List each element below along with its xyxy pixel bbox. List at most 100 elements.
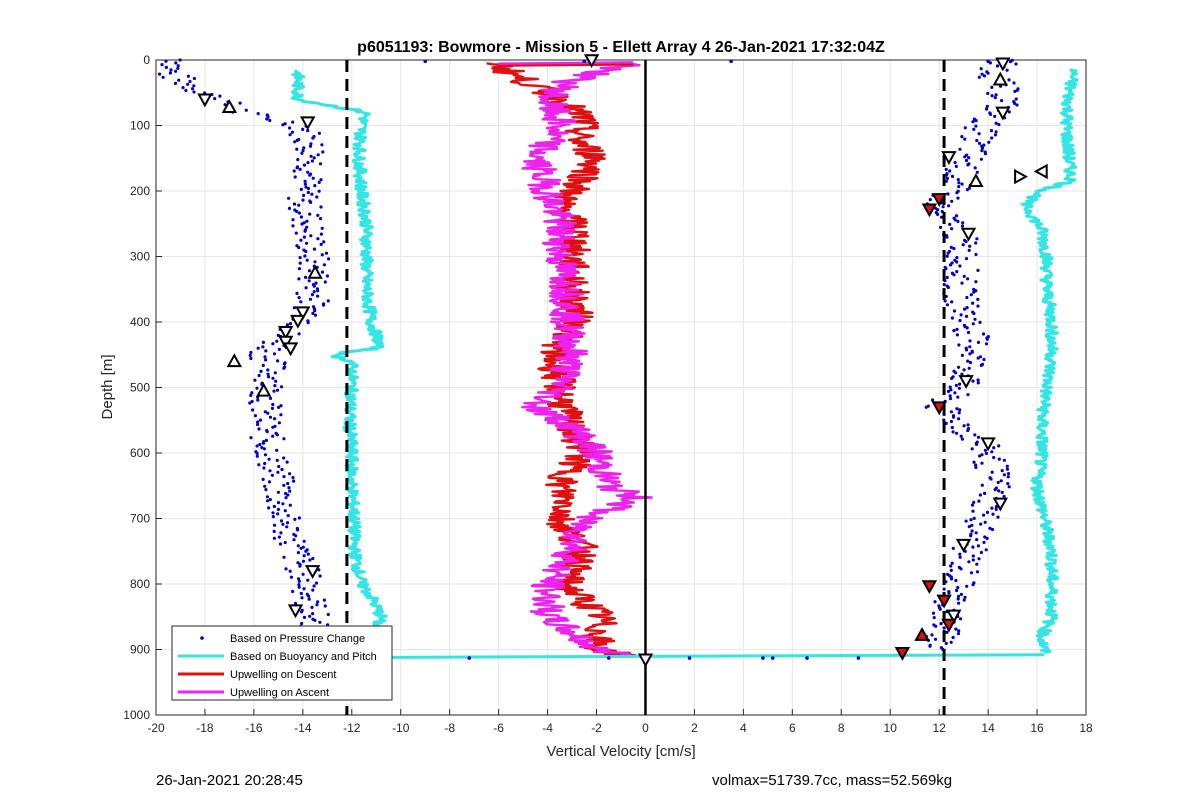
data-point [301, 127, 305, 131]
data-point [305, 225, 309, 229]
data-point [311, 556, 315, 561]
turn-marker-36 [637, 653, 654, 668]
data-point [265, 117, 269, 121]
data-point [261, 477, 265, 481]
data-point [296, 528, 300, 532]
data-point [993, 488, 997, 492]
data-point [942, 418, 946, 422]
turn-marker-18 [278, 335, 294, 350]
data-point [302, 235, 306, 239]
data-point [956, 219, 960, 223]
data-point [158, 72, 162, 76]
data-point [257, 373, 261, 378]
data-point [969, 571, 974, 575]
y-tick-label: 700 [130, 512, 150, 526]
data-point [279, 404, 283, 408]
data-point [985, 104, 989, 108]
data-point [957, 365, 961, 369]
data-point [282, 437, 286, 441]
data-point [251, 408, 255, 412]
data-point [291, 476, 295, 480]
data-point [311, 612, 315, 616]
data-point [983, 491, 987, 495]
data-point [966, 423, 970, 427]
data-point [954, 383, 959, 387]
data-point [960, 372, 964, 376]
data-point [984, 107, 989, 111]
data-point [280, 385, 284, 389]
data-point [951, 430, 955, 434]
data-point [303, 182, 307, 186]
data-point [277, 464, 281, 469]
chart-title: p6051193: Bowmore - Mission 5 - Ellett A… [357, 39, 885, 56]
data-point [294, 534, 298, 538]
data-point [292, 306, 296, 310]
data-point [281, 522, 285, 526]
data-point [302, 193, 306, 197]
data-point [288, 503, 292, 507]
data-point [310, 192, 314, 196]
data-point [313, 313, 318, 317]
data-point [990, 470, 994, 474]
data-point [250, 391, 254, 395]
data-point [309, 234, 313, 238]
x-tick-label: 2 [691, 721, 698, 735]
data-point [964, 348, 969, 352]
data-point [277, 421, 281, 425]
data-point [273, 371, 277, 375]
x-tick-label: -8 [444, 721, 455, 735]
data-point [990, 506, 994, 510]
data-point [301, 198, 305, 202]
data-point [323, 280, 327, 284]
data-point [948, 263, 953, 267]
data-point [986, 59, 990, 64]
data-point [963, 126, 967, 130]
data-point [264, 488, 268, 492]
data-point [951, 415, 956, 419]
x-tick-label: -10 [392, 721, 410, 735]
turn-marker-5 [995, 106, 1011, 121]
data-point [281, 123, 285, 127]
data-point [268, 498, 272, 502]
data-point [271, 515, 275, 519]
data-point [958, 552, 962, 556]
data-point [268, 396, 273, 400]
data-point [992, 446, 996, 450]
data-point [949, 640, 953, 644]
data-point [173, 81, 178, 85]
data-point [942, 587, 946, 591]
data-point [979, 522, 983, 526]
data-point [968, 339, 972, 343]
x-tick-label: 16 [1030, 721, 1044, 735]
x-axis-label: Vertical Velocity [cm/s] [546, 743, 695, 760]
data-point [1012, 81, 1016, 85]
data-point [302, 615, 307, 620]
data-point [955, 588, 959, 593]
turn-marker-8 [968, 173, 984, 187]
data-point [990, 85, 994, 89]
data-point [298, 256, 302, 260]
data-point [959, 617, 963, 621]
turn-marker-4 [221, 99, 238, 113]
data-point [271, 342, 275, 346]
data-point [945, 176, 950, 180]
data-point [582, 59, 587, 64]
data-point [257, 463, 261, 467]
x-tick-label: 18 [1079, 721, 1093, 735]
data-point [934, 624, 938, 628]
data-point [299, 238, 303, 242]
data-point [946, 251, 950, 255]
y-tick-label: 600 [130, 446, 150, 460]
data-point [290, 130, 294, 134]
data-point [956, 178, 960, 182]
data-point [297, 245, 301, 250]
data-point [982, 357, 986, 362]
data-point [318, 217, 323, 221]
data-point [295, 138, 299, 142]
data-point [955, 333, 960, 337]
legend-label: Based on Pressure Change [230, 633, 365, 645]
data-point [984, 342, 989, 346]
turn-marker-14 [307, 264, 323, 279]
turn-marker-16 [290, 314, 306, 329]
data-point [299, 546, 303, 550]
